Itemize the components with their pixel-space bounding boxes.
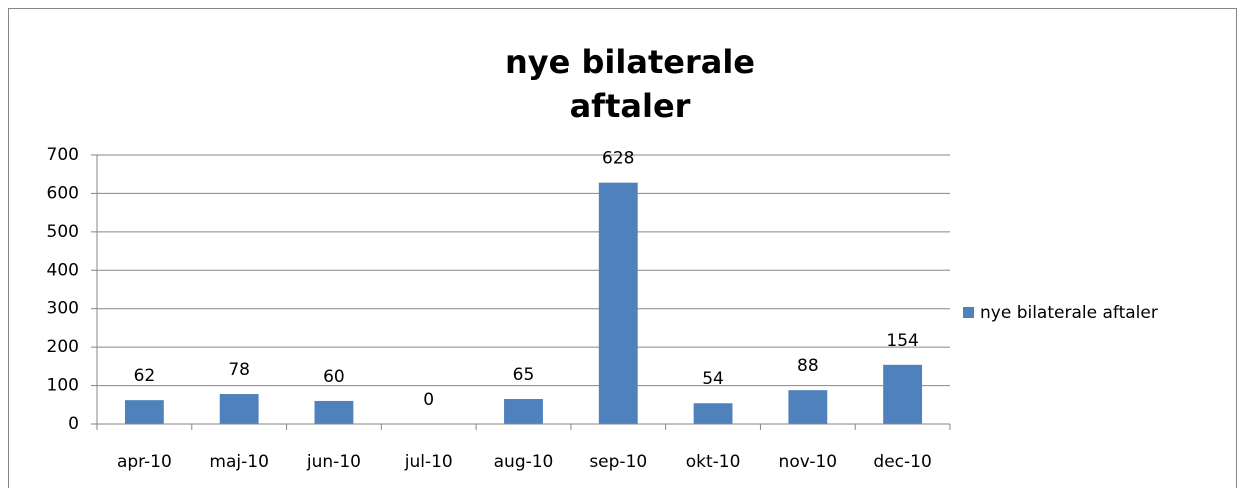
bar <box>883 364 923 424</box>
chart-title: nye bilaterale aftaler <box>505 43 755 125</box>
x-tick-label: okt-10 <box>686 452 741 472</box>
x-tick-label: jun-10 <box>306 452 361 472</box>
data-label: 60 <box>323 367 345 387</box>
y-tick-label: 300 <box>47 299 79 319</box>
y-tick-label: 200 <box>47 337 79 357</box>
y-tick-label: 400 <box>47 260 79 280</box>
y-tick-label: 0 <box>68 414 79 434</box>
data-label: 628 <box>602 149 634 169</box>
data-label: 88 <box>797 356 819 376</box>
x-tick-label: jul-10 <box>404 452 453 472</box>
y-tick-label: 100 <box>47 376 79 396</box>
legend-label: nye bilaterale aftaler <box>980 303 1158 323</box>
bar <box>314 400 354 424</box>
x-tick-label: dec-10 <box>873 452 931 472</box>
data-label: 65 <box>513 365 535 385</box>
x-tick-label: maj-10 <box>209 452 268 472</box>
bar <box>124 400 164 424</box>
bar <box>598 182 638 424</box>
data-label: 54 <box>702 369 724 389</box>
y-tick-label: 500 <box>47 222 79 242</box>
data-label: 78 <box>228 360 250 380</box>
legend-swatch <box>963 307 974 318</box>
x-tick-label: aug-10 <box>494 452 554 472</box>
x-tick-label: nov-10 <box>779 452 838 472</box>
y-tick-label: 700 <box>47 145 79 165</box>
bar <box>504 399 543 424</box>
data-label: 62 <box>134 366 156 386</box>
data-label: 0 <box>423 390 434 410</box>
bar <box>693 403 733 424</box>
bar <box>788 390 828 424</box>
y-tick-label: 600 <box>47 183 79 203</box>
data-label: 154 <box>886 331 918 351</box>
x-tick-label: sep-10 <box>589 452 647 472</box>
x-tick-label: apr-10 <box>117 452 172 472</box>
bar <box>219 394 259 424</box>
